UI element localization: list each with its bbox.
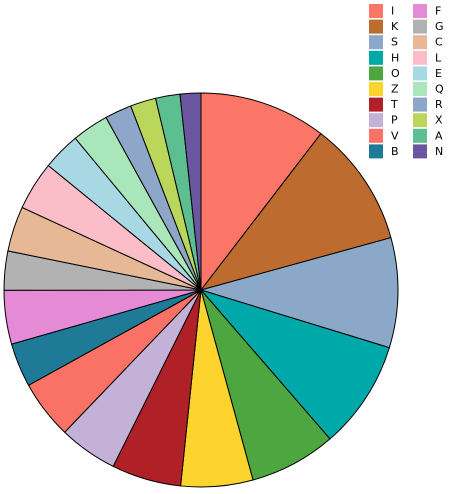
legend-label: B [391, 145, 399, 158]
legend-swatch [369, 113, 383, 128]
legend-label: R [435, 98, 443, 111]
legend-label: S [391, 36, 398, 49]
legend-swatch [369, 144, 383, 159]
legend-swatch [369, 97, 383, 112]
legend-label: C [435, 36, 443, 49]
pie-slice [199, 237, 399, 349]
legend-swatch [369, 35, 383, 50]
pie-slice [200, 92, 322, 292]
legend-label: G [435, 20, 444, 33]
legend-swatch [413, 35, 427, 50]
legend-swatch [413, 19, 427, 34]
legend-label: Q [435, 83, 444, 96]
legend-label: A [435, 129, 443, 142]
legend-label: T [390, 98, 398, 111]
legend-label: E [435, 67, 442, 80]
pie-slice [179, 92, 202, 291]
legend-label: H [391, 51, 399, 64]
legend-swatch [413, 144, 427, 159]
legend-swatch [413, 66, 427, 81]
legend-swatch [413, 50, 427, 65]
legend-label: N [435, 145, 443, 158]
legend-label: L [435, 51, 442, 64]
legend-swatch [413, 82, 427, 96]
legend-label: Z [391, 83, 399, 96]
legend-swatch [369, 82, 383, 96]
legend-label: P [391, 114, 398, 127]
legend-label: V [391, 129, 399, 142]
legend-swatch [413, 4, 427, 18]
legend-label: O [391, 67, 400, 80]
legend-swatch [369, 66, 383, 81]
legend-swatch [369, 128, 383, 143]
legend-swatch [413, 128, 427, 143]
legend-label: X [435, 114, 443, 127]
pie-slice [199, 132, 392, 291]
legend-swatch [369, 50, 383, 65]
legend-swatch [413, 97, 427, 112]
legend-label: F [435, 5, 441, 18]
legend-swatch [369, 4, 383, 18]
legend-swatch [369, 19, 383, 34]
legend-swatch [413, 113, 427, 128]
pie-slice [199, 289, 390, 440]
legend-label: I [391, 5, 394, 18]
legend-label: K [391, 20, 399, 33]
